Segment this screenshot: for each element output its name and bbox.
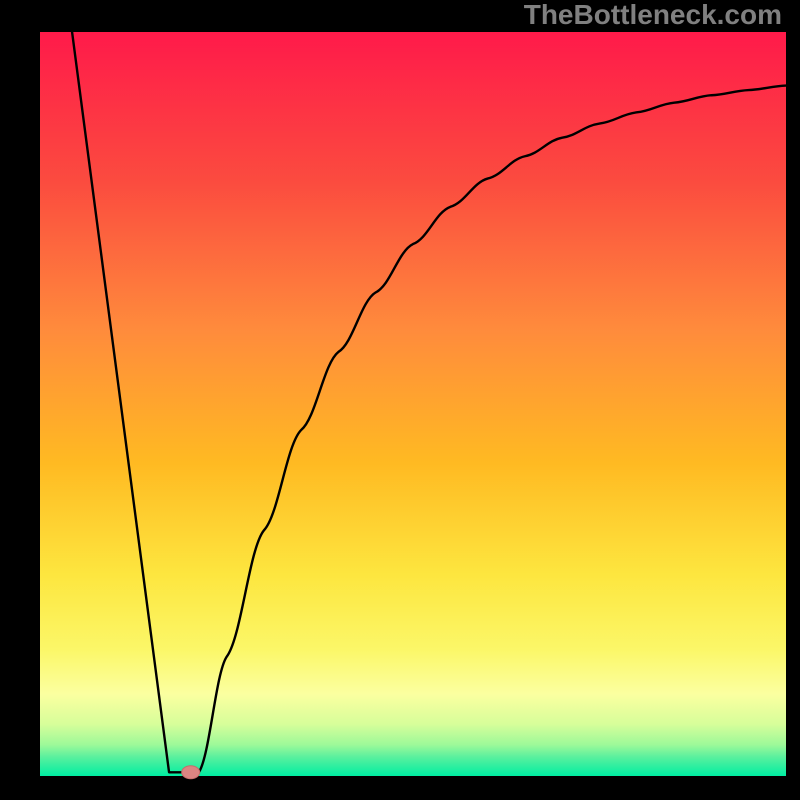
plot-background <box>40 32 786 776</box>
watermark-text: TheBottleneck.com <box>524 0 782 30</box>
minimum-marker <box>182 766 200 779</box>
